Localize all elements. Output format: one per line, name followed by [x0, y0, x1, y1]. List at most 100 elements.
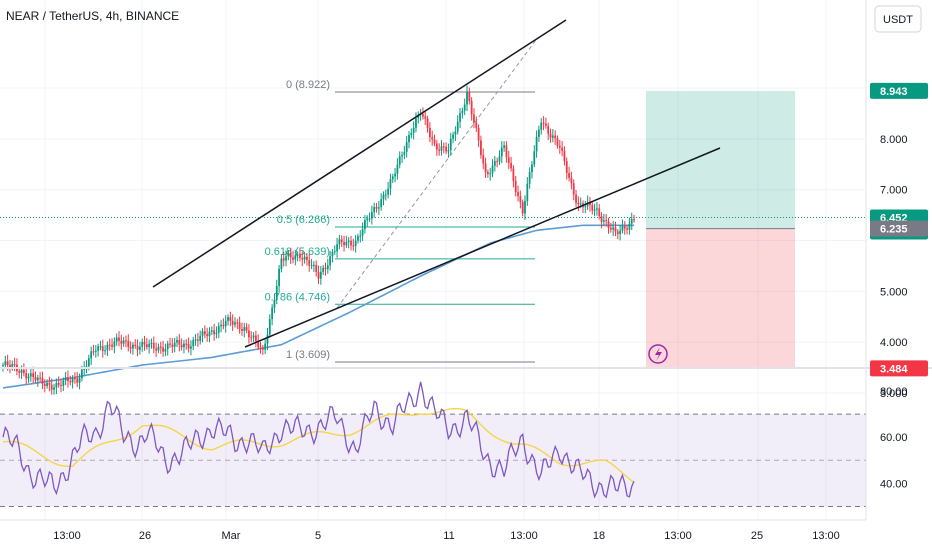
- candle-body: [115, 337, 118, 342]
- candle-body: [108, 344, 111, 346]
- fib-level-label: 0 (8.922): [286, 79, 330, 91]
- candle-body: [561, 147, 564, 151]
- fib-retracement[interactable]: 0 (8.922)0.5 (6.266)0.618 (5.639)0.786 (…: [265, 79, 535, 363]
- candle-body: [408, 135, 410, 143]
- lightning-icon[interactable]: [648, 344, 668, 364]
- candle-body: [74, 378, 76, 380]
- candle-body: [514, 180, 517, 193]
- candle-body: [67, 377, 69, 382]
- rsi-axis[interactable]: 80.00 60.00 40.00: [880, 386, 908, 490]
- candle-body: [192, 339, 195, 347]
- candle-body: [602, 220, 605, 222]
- candle-body: [299, 254, 301, 258]
- candle-body: [252, 335, 255, 338]
- candle-body: [196, 339, 199, 341]
- lower-channel-line[interactable]: [244, 147, 721, 348]
- candle-body: [398, 156, 401, 165]
- long-position-stop-zone[interactable]: [646, 228, 795, 369]
- candle-body: [331, 252, 334, 257]
- candle-body: [227, 317, 229, 321]
- candle-body: [591, 205, 594, 211]
- candle-body: [577, 202, 580, 205]
- candle-body: [159, 346, 162, 348]
- candle-body: [183, 343, 185, 348]
- candle-body: [366, 218, 369, 221]
- candle-body: [173, 342, 176, 347]
- candle-body: [470, 101, 473, 115]
- candle-body: [85, 366, 88, 368]
- candle-body: [528, 172, 531, 184]
- candle-body: [630, 219, 633, 224]
- candle-body: [29, 373, 32, 377]
- candle-body: [176, 340, 178, 343]
- candle-body: [565, 161, 568, 174]
- candle-body: [633, 219, 635, 221]
- candle-body: [71, 378, 74, 383]
- candle-body: [157, 346, 160, 351]
- price-tick-label: 3.000: [880, 388, 908, 400]
- candle-body: [259, 347, 262, 349]
- candle-body: [261, 347, 264, 350]
- candle-body: [447, 150, 450, 152]
- price-axis[interactable]: 8.0007.0005.0004.0003.0008.9436.45202:43…: [870, 82, 928, 400]
- candle-body: [438, 149, 441, 151]
- candle-body: [554, 135, 557, 139]
- candle-body: [134, 344, 137, 346]
- upper-channel-line[interactable]: [152, 19, 567, 288]
- currency-button[interactable]: USDT: [874, 5, 922, 33]
- candle-body: [415, 118, 417, 128]
- candle-body: [303, 256, 306, 260]
- symbol-title[interactable]: NEAR / TetherUS, 4h, BINANCE: [6, 9, 179, 23]
- candle-body: [422, 114, 424, 117]
- candle-body: [598, 208, 601, 217]
- candle-body: [231, 320, 234, 325]
- candle-body: [166, 343, 169, 350]
- candle-body: [382, 194, 385, 200]
- rsi-line: [2, 381, 635, 499]
- time-axis[interactable]: 13:00 26 Mar 5 11 13:00 18 13:00 25 13:00: [53, 530, 840, 542]
- candle-body: [396, 164, 399, 174]
- candle-body: [76, 378, 79, 383]
- candle-body: [370, 212, 373, 219]
- candle-body: [503, 145, 506, 148]
- candle-body: [145, 344, 148, 348]
- candle-body: [220, 324, 222, 327]
- candle-body: [287, 253, 290, 257]
- candle-body: [373, 207, 376, 213]
- candle-body: [452, 134, 454, 139]
- candle-body: [125, 340, 127, 342]
- candle-body: [493, 161, 496, 166]
- candle-body: [412, 127, 415, 133]
- candle-body: [454, 131, 457, 135]
- candle-body: [533, 151, 536, 165]
- candle-body: [568, 173, 570, 178]
- candle-body: [169, 343, 171, 345]
- candle-body: [254, 335, 257, 341]
- candle-body: [238, 322, 241, 329]
- candle-body: [489, 173, 492, 175]
- candle-body: [426, 118, 429, 128]
- candle-body: [50, 384, 53, 390]
- candle-body: [612, 227, 615, 230]
- candle-body: [268, 319, 271, 335]
- candle-body: [224, 320, 227, 327]
- candle-body: [350, 240, 352, 246]
- candle-body: [340, 239, 343, 243]
- candle-body: [273, 299, 276, 308]
- candle-body: [243, 327, 246, 331]
- candle-body: [296, 254, 299, 256]
- candle-body: [78, 378, 81, 383]
- candle-body: [377, 207, 380, 209]
- candle-body: [113, 341, 116, 347]
- time-tick-label: 13:00: [510, 530, 538, 542]
- candle-body: [141, 342, 144, 347]
- candle-body: [315, 264, 318, 273]
- candle-body: [435, 143, 438, 150]
- price-badge-label: 8.943: [880, 86, 908, 98]
- candle-body: [368, 218, 371, 220]
- candle-body: [484, 163, 487, 173]
- candle-body: [547, 125, 550, 134]
- candle-body: [507, 157, 510, 163]
- long-position-target-zone[interactable]: [646, 90, 795, 229]
